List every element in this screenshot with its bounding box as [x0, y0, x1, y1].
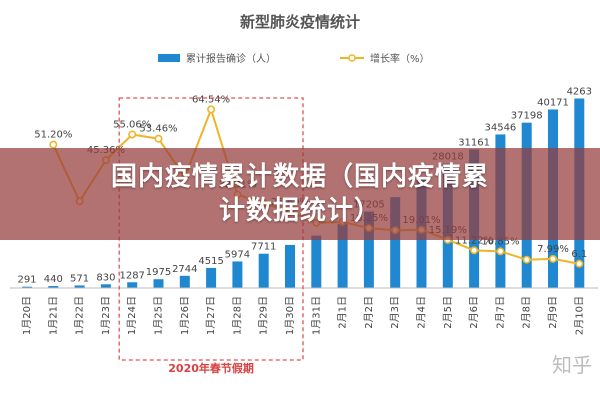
bar-value-label: 37198 [511, 111, 543, 122]
bar-value-label: 1975 [146, 267, 171, 278]
x-tick-label: 1月23日 [100, 296, 112, 335]
bar [100, 284, 111, 288]
growth-rate-point [49, 140, 58, 149]
growth-rate-label: 55.06% [113, 119, 151, 130]
title-banner: 国内疫情累计数据（国内疫情累 计数据统计） [0, 148, 600, 240]
legend-bar-label: 累计报告确诊（人） [186, 52, 276, 65]
x-tick-label: 1月28日 [231, 296, 243, 335]
x-tick-label: 1月22日 [74, 296, 86, 335]
bar [206, 267, 217, 288]
x-tick-label: 2月2日 [363, 296, 375, 329]
bar-value-label: 291 [17, 275, 36, 286]
bar [285, 244, 295, 288]
growth-rate-label: 53.46% [139, 124, 177, 135]
bar [390, 197, 401, 288]
growth-rate-point [128, 130, 137, 139]
x-tick-label: 1月20日 [21, 296, 33, 335]
bar-value-label: 7711 [251, 242, 276, 253]
x-tick-label: 1月31日 [310, 296, 322, 335]
bar-value-label: 5974 [225, 249, 250, 260]
x-tick-label: 2月5日 [442, 296, 454, 329]
legend-bar-swatch [158, 54, 180, 62]
growth-rate-point [575, 259, 584, 268]
x-tick-label: 2月7日 [494, 296, 506, 329]
x-tick-label: 1月30日 [284, 296, 296, 335]
bar [337, 224, 348, 288]
bar [48, 286, 59, 288]
x-tick-label: 2月4日 [416, 296, 428, 329]
chart-title: 新型肺炎疫情统计 [240, 13, 360, 31]
growth-rate-point [548, 254, 557, 263]
bar-value-label: 571 [70, 273, 89, 284]
growth-rate-point [496, 247, 505, 256]
growth-rate-label: 11.22% [455, 235, 493, 246]
growth-rate-label: 7.99% [537, 244, 569, 255]
growth-rate-label: 6.1 [571, 249, 587, 260]
bar-value-label: 31161 [458, 138, 490, 149]
banner-line-1: 国内疫情累计数据（国内疫情累 [110, 162, 489, 192]
x-tick-label: 1月25日 [153, 296, 165, 335]
x-tick-label: 1月26日 [179, 296, 191, 335]
bar [127, 282, 138, 288]
growth-rate-point [207, 105, 216, 114]
bar [153, 279, 164, 288]
growth-rate-label: 64.54% [192, 94, 230, 105]
growth-rate-point [154, 134, 163, 143]
growth-rate-point [522, 255, 531, 264]
bar [179, 275, 190, 288]
growth-rate-label: 51.20% [34, 130, 72, 141]
holiday-box [118, 97, 304, 361]
bar-value-label: 4515 [198, 256, 223, 267]
x-tick-label: 2月8日 [521, 296, 533, 329]
x-tick-label: 2月3日 [389, 296, 401, 329]
legend: 累计报告确诊（人） 增长率（%） [158, 52, 430, 65]
legend-line-marker [348, 54, 356, 62]
bar-value-label: 2744 [172, 264, 197, 275]
bar [74, 285, 85, 288]
x-tick-label: 2月9日 [547, 296, 559, 329]
banner-line-2: 计数据统计） [218, 196, 381, 226]
x-tick-label: 2月6日 [468, 296, 480, 329]
x-tick-label: 1月27日 [205, 296, 217, 335]
bar-value-label: 1287 [119, 270, 144, 281]
bar [258, 253, 269, 288]
x-tick-label: 2月1日 [337, 296, 349, 329]
bar [311, 235, 322, 288]
x-tick-label: 2月10日 [573, 296, 585, 335]
bar-value-label: 34546 [484, 122, 516, 133]
holiday-label: 2020年春节假期 [168, 361, 254, 375]
growth-rate-label: 10.85% [481, 236, 519, 247]
bar [232, 261, 243, 288]
x-tick-label: 1月21日 [47, 296, 59, 335]
bar-value-label: 4263 [567, 86, 592, 97]
x-tick-label: 1月29日 [258, 296, 270, 335]
bar [363, 211, 374, 288]
bar-value-label: 440 [44, 274, 63, 285]
growth-rate-point [470, 246, 479, 255]
bar [22, 286, 32, 288]
bar-value-label: 40171 [537, 97, 569, 108]
bar-value-label: 830 [96, 272, 115, 283]
legend-line-label: 增长率（%） [370, 52, 430, 65]
x-tick-label: 1月24日 [126, 296, 138, 335]
watermark: 知乎 [552, 353, 592, 377]
